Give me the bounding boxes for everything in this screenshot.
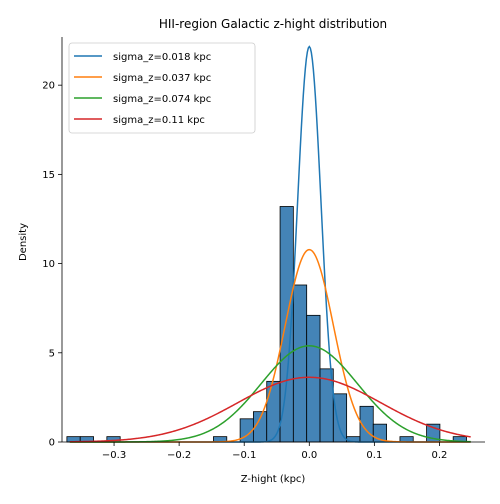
y-axis-label: Density: [18, 223, 29, 261]
legend-box: [68, 42, 256, 134]
y-tick-label-3: 15: [42, 170, 55, 181]
x-tick-label-2: −0.1: [232, 450, 256, 461]
y-tick-label-4: 20: [42, 81, 55, 92]
density-curve-3: [69, 376, 471, 443]
histogram-bar-8: [292, 284, 308, 443]
x-tick-label-4: 0.1: [366, 450, 382, 461]
legend: sigma_z=0.018 kpc sigma_z=0.037 kpc sigma_…: [68, 42, 256, 134]
y-tick-label-2: 10: [42, 259, 55, 270]
x-tick-label-5: 0.2: [431, 450, 447, 461]
legend-label-2: sigma_z=0.074 kpc: [113, 94, 211, 105]
legend-label-3: sigma_z=0.11 kpc: [113, 115, 205, 126]
x-tick-label-0: −0.3: [102, 450, 126, 461]
histogram-bars: [66, 206, 467, 443]
axes: [61, 37, 485, 443]
histogram-bar-9: [306, 314, 321, 443]
y-ticks: 0 5 10 15 20: [42, 81, 62, 449]
x-tick-label-3: 0.0: [301, 450, 317, 461]
histogram-bar-11: [332, 393, 348, 443]
x-ticks: −0.3 −0.2 −0.1 0.0 0.1 0.2: [102, 442, 447, 461]
x-axis-label: Z-hight (kpc): [241, 474, 306, 485]
y-tick-label-0: 0: [49, 438, 55, 449]
legend-label-0: sigma_z=0.018 kpc: [113, 52, 211, 63]
y-tick-label-1: 5: [49, 348, 55, 359]
legend-label-1: sigma_z=0.037 kpc: [113, 73, 211, 84]
histogram-bar-6: [266, 380, 281, 443]
chart-title: HII-region Galactic z-hight distribution: [159, 17, 387, 31]
x-tick-label-1: −0.2: [167, 450, 191, 461]
